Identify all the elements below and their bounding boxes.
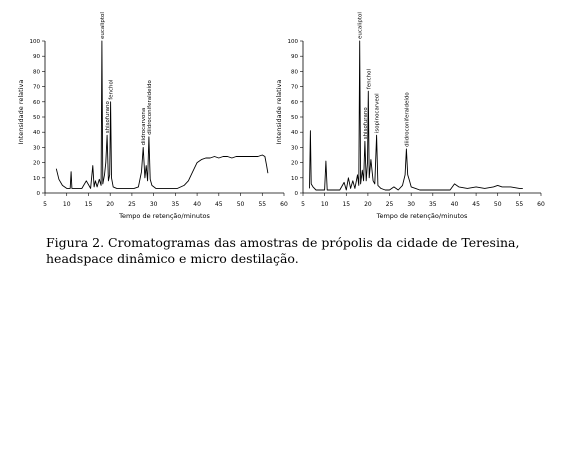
y-tick-label: 20 xyxy=(33,161,40,167)
x-tick-label: 30 xyxy=(150,201,158,208)
x-axis-label: Tempo de retenção/minutos xyxy=(118,212,210,220)
x-tick-label: 55 xyxy=(258,201,266,208)
x-tick-label: 50 xyxy=(494,201,502,208)
x-tick-label: 35 xyxy=(172,201,180,208)
x-tick-label: 25 xyxy=(128,201,136,208)
peak-label: isopinocarveol xyxy=(375,93,381,133)
peak-label: eucaliptol xyxy=(358,12,364,39)
y-tick-label: 50 xyxy=(33,115,40,121)
y-tick-label: 30 xyxy=(291,145,298,151)
x-tick-label: 35 xyxy=(429,201,437,208)
y-tick-label: 70 xyxy=(33,85,40,91)
chart-panel-2: 5 10 15 20 25 30 35 40 45 50 55 60 0 10 20 30 40 50 60 70 80… xyxy=(275,12,545,220)
y-tick-label: 90 xyxy=(33,54,40,60)
peak-label: fenchol xyxy=(109,79,115,100)
x-tick-label: 40 xyxy=(193,201,201,208)
x-tick-label: 45 xyxy=(215,201,223,208)
y-tick-label: 50 xyxy=(291,115,298,121)
chromatogram-trace xyxy=(309,40,523,191)
x-tick-label: 60 xyxy=(280,201,288,208)
peak-label: fenchol xyxy=(366,69,372,90)
y-tick-label: 10 xyxy=(33,176,40,182)
peak-label: diidrocarvona xyxy=(141,108,147,146)
peak-label: shisofurano xyxy=(363,107,369,140)
x-tick-label: 55 xyxy=(516,201,524,208)
x-tick-label: 5 xyxy=(43,201,47,208)
y-tick-label: 20 xyxy=(291,161,298,167)
y-tick-label: 0 xyxy=(295,191,299,197)
y-tick-label: 60 xyxy=(291,100,298,106)
chromatogram-figure: 5 10 15 20 25 30 35 40 45 50 55 6001020304050607080… xyxy=(17,12,545,220)
y-tick-label: 0 xyxy=(37,191,41,197)
x-tick-label: 10 xyxy=(321,201,329,208)
x-tick-label: 10 xyxy=(63,201,71,208)
y-tick-label: 100 xyxy=(30,39,41,45)
y-tick-label: 30 xyxy=(33,145,40,151)
x-tick-label: 25 xyxy=(386,201,394,208)
peak-label: shisofurano xyxy=(105,101,111,134)
x-tick-label: 30 xyxy=(407,201,415,208)
y-tick-label: 100 xyxy=(288,39,299,45)
x-axis-label: Tempo de retenção/minutos xyxy=(376,212,468,220)
peak-label: diidroconiferaldeído xyxy=(403,92,410,147)
y-axis-label: Intensidade relativa xyxy=(17,80,25,145)
x-tick-label: 50 xyxy=(237,201,245,208)
x-tick-label: 45 xyxy=(472,201,480,208)
y-tick-label: 70 xyxy=(291,85,298,91)
chromatogram-trace xyxy=(55,40,269,189)
y-tick-label: 60 xyxy=(33,100,40,106)
y-tick-label: 10 xyxy=(291,176,298,182)
x-tick-label: 5 xyxy=(301,201,305,208)
y-tick-label: 80 xyxy=(291,69,298,75)
peak-label: eucaliptol xyxy=(100,12,106,39)
y-axis-label: Intensidade relativa xyxy=(275,80,283,145)
y-tick-label: 90 xyxy=(291,54,298,60)
y-tick-label: 40 xyxy=(33,130,40,136)
x-tick-label: 60 xyxy=(537,201,545,208)
peak-label: diidroconiferaldeído xyxy=(146,79,153,134)
x-tick-label: 15 xyxy=(342,201,350,208)
x-tick-label: 20 xyxy=(364,201,372,208)
y-tick-label: 80 xyxy=(33,69,40,75)
x-tick-label: 20 xyxy=(106,201,114,208)
figure-caption: Figura 2. Cromatogramas das amostras de … xyxy=(46,235,520,266)
x-tick-label: 15 xyxy=(85,201,93,208)
chart-panel-1: 5 10 15 20 25 30 35 40 45 50 55 60 0 10 20 30 40 50 60 70 80… xyxy=(17,12,288,220)
y-tick-label: 40 xyxy=(291,130,298,136)
x-tick-label: 40 xyxy=(451,201,459,208)
